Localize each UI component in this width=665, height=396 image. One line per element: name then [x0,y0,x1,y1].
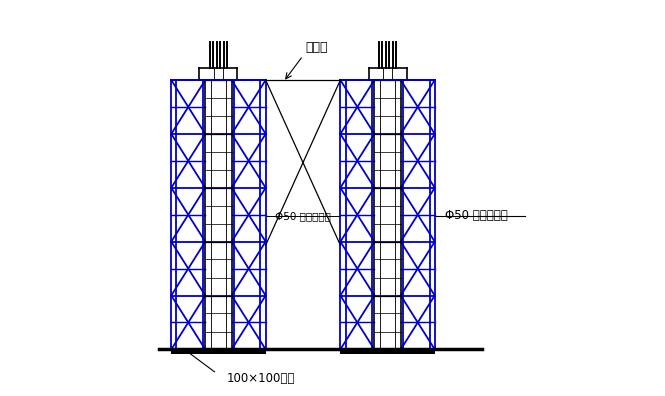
Text: 100×100方木: 100×100方木 [226,371,295,385]
Bar [340,349,435,354]
Text: Φ50 钉管脚手架: Φ50 钉管脚手架 [445,209,507,222]
Text: Φ50 钉管脚手架: Φ50 钉管脚手架 [275,211,331,221]
Text: 人行桥: 人行桥 [305,42,327,55]
Bar [172,349,265,354]
